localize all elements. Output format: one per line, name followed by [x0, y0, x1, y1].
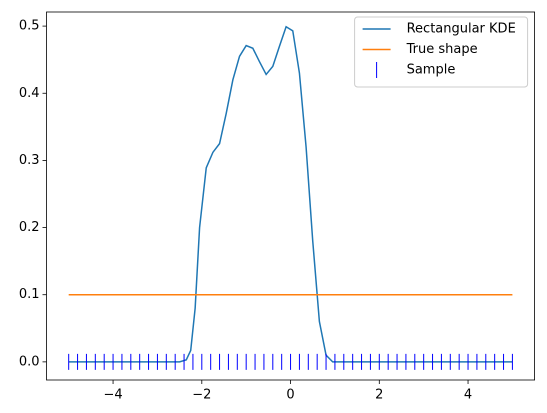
axes-frame [46, 11, 536, 381]
y-tick-label: 0.4 [19, 86, 40, 101]
series-line [68, 25, 513, 363]
y-tick-label: 0.1 [19, 287, 40, 302]
y-tick-label: 0.2 [19, 220, 40, 235]
x-tick-label: 4 [464, 388, 472, 403]
y-tick-label: 0.3 [19, 153, 40, 168]
legend-label: Sample [407, 63, 456, 78]
x-tick-label: 0 [286, 388, 294, 403]
legend-label: True shape [406, 42, 478, 57]
y-tick-label: 0.5 [19, 19, 40, 34]
y-tick-label: 0.0 [19, 354, 40, 369]
legend-box [354, 16, 529, 88]
legend-label: Rectangular KDE [407, 22, 516, 37]
x-tick-label: −4 [103, 388, 122, 403]
x-tick-label: 2 [375, 388, 383, 403]
x-tick-label: −2 [192, 388, 211, 403]
